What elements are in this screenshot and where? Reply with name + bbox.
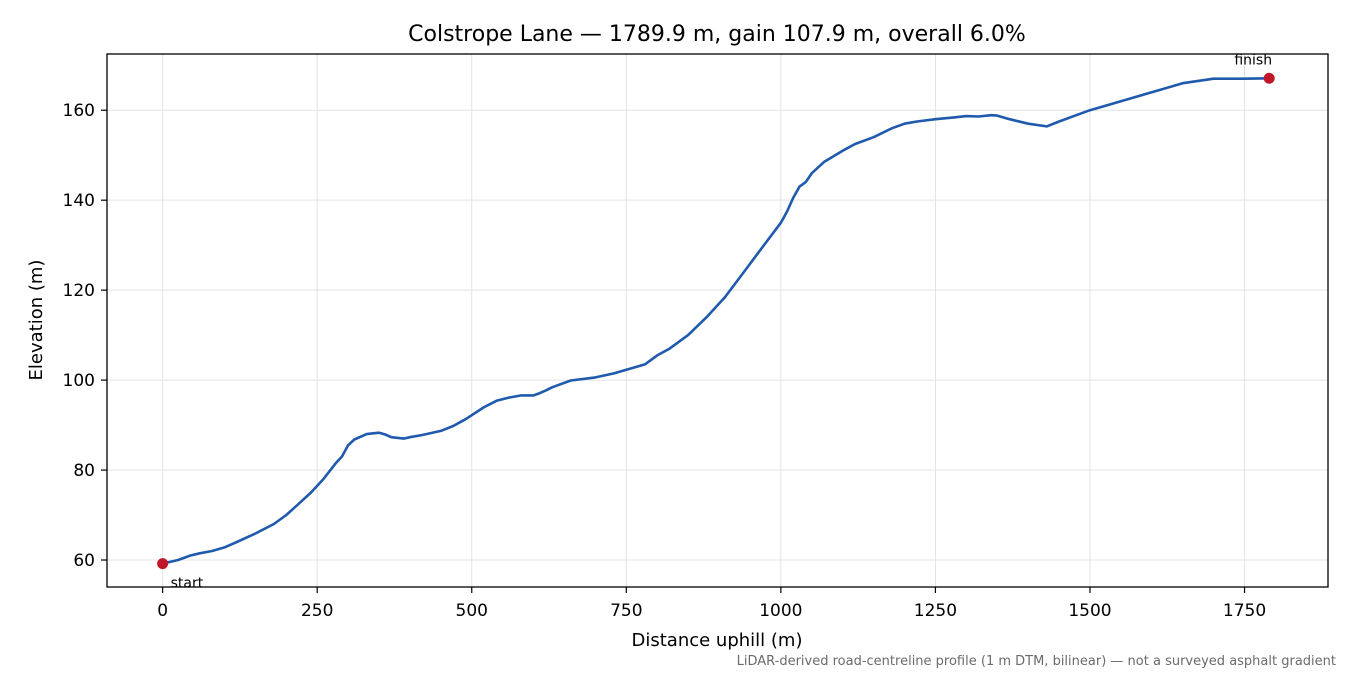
x-tick-label: 500 xyxy=(456,601,488,621)
x-tick-label: 750 xyxy=(610,601,642,621)
markers: start finish xyxy=(157,52,1275,592)
y-tick-label: 160 xyxy=(63,101,95,121)
x-tick-label: 1500 xyxy=(1068,601,1111,621)
plot-frame xyxy=(106,53,1329,588)
y-tick-label: 140 xyxy=(63,191,95,211)
y-tick-label: 60 xyxy=(73,551,95,571)
x-tick-label: 250 xyxy=(301,601,333,621)
y-tick-label: 120 xyxy=(63,281,95,301)
y-axis-label: Elevation (m) xyxy=(26,260,47,381)
x-axis-label: Distance uphill (m) xyxy=(632,630,803,651)
finish-label: finish xyxy=(1234,52,1272,68)
x-tick-label: 1000 xyxy=(759,601,802,621)
finish-marker xyxy=(1263,72,1275,84)
x-tick-label: 1250 xyxy=(914,601,957,621)
start-label: start xyxy=(171,576,204,592)
x-tick-label: 0 xyxy=(157,601,168,621)
footnote: LiDAR-derived road-centreline profile (1… xyxy=(737,654,1336,669)
axis-ticks: 0 250 500 750 1000 1250 1500 1750 60 80 100 120 140 1… xyxy=(63,101,1267,621)
chart-title: Colstrope Lane — 1789.9 m, gain 107.9 m,… xyxy=(408,22,1026,47)
x-tick-label: 1750 xyxy=(1223,601,1266,621)
elevation-line-layer xyxy=(162,77,1270,565)
grid xyxy=(107,54,1328,587)
y-tick-label: 80 xyxy=(73,461,95,481)
elevation-profile-line xyxy=(162,77,1270,565)
y-tick-label: 100 xyxy=(63,371,95,391)
start-marker xyxy=(157,558,169,570)
